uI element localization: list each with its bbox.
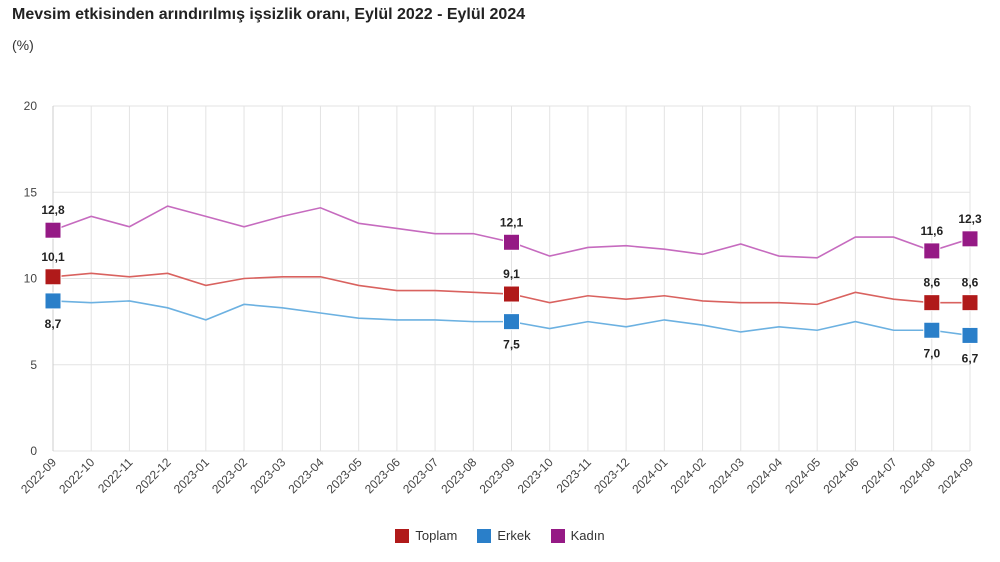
legend-item-erkek[interactable]: Erkek bbox=[477, 528, 531, 543]
x-tick-label: 2024-07 bbox=[859, 455, 900, 496]
x-tick-label: 2023-11 bbox=[554, 455, 595, 496]
x-tick-label: 2023-02 bbox=[209, 455, 250, 496]
x-tick-label: 2023-03 bbox=[247, 455, 288, 496]
x-tick-label: 2023-04 bbox=[286, 455, 327, 496]
x-tick-label: 2022-12 bbox=[133, 455, 174, 496]
data-point-marker bbox=[961, 294, 979, 312]
chart-title: Mevsim etkisinden arındırılmış işsizlik … bbox=[12, 6, 526, 23]
legend-swatch bbox=[395, 528, 410, 543]
data-label: 10,1 bbox=[41, 250, 65, 264]
data-point-marker bbox=[44, 292, 62, 310]
legend-label: Toplam bbox=[415, 528, 458, 543]
data-label: 7,0 bbox=[923, 346, 940, 360]
x-tick-label: 2023-08 bbox=[438, 455, 479, 496]
data-point-marker bbox=[503, 233, 520, 251]
data-point-marker bbox=[961, 230, 979, 248]
x-tick-label: 2023-09 bbox=[477, 455, 518, 496]
legend-label: Erkek bbox=[497, 528, 531, 543]
x-tick-label: 2024-03 bbox=[706, 455, 747, 496]
data-label: 7,5 bbox=[503, 338, 520, 352]
data-label: 8,7 bbox=[45, 317, 62, 331]
data-point-marker bbox=[923, 321, 941, 339]
legend-swatch bbox=[550, 528, 565, 543]
data-label: 12,3 bbox=[958, 212, 982, 226]
data-point-marker bbox=[923, 242, 941, 260]
x-tick-label: 2024-08 bbox=[897, 455, 938, 496]
x-tick-label: 2023-01 bbox=[171, 455, 212, 496]
x-tick-label: 2022-11 bbox=[95, 455, 136, 496]
legend-item-toplam[interactable]: Toplam bbox=[395, 528, 457, 543]
data-point-marker bbox=[961, 326, 979, 344]
data-point-marker bbox=[923, 294, 941, 312]
legend-item-kadin[interactable]: Kadın bbox=[550, 528, 605, 543]
data-point-marker bbox=[44, 221, 62, 239]
x-tick-label: 2023-06 bbox=[362, 455, 403, 496]
x-tick-label: 2023-07 bbox=[400, 455, 441, 496]
x-tick-label: 2024-09 bbox=[935, 455, 976, 496]
y-tick-label: 10 bbox=[24, 272, 38, 286]
data-point-marker bbox=[503, 285, 520, 303]
data-point-marker bbox=[503, 313, 520, 331]
x-tick-label: 2024-05 bbox=[782, 455, 823, 496]
y-tick-label: 15 bbox=[24, 185, 38, 199]
data-label: 12,1 bbox=[500, 215, 524, 229]
legend-label: Kadın bbox=[570, 528, 605, 543]
data-label: 8,6 bbox=[962, 276, 979, 290]
y-tick-label: 5 bbox=[30, 358, 37, 372]
legend: Toplam Erkek Kadın bbox=[0, 528, 1000, 543]
legend-swatch bbox=[477, 528, 492, 543]
data-point-marker bbox=[44, 268, 62, 286]
y-tick-label: 0 bbox=[30, 444, 37, 458]
y-axis-unit: (%) bbox=[12, 37, 34, 53]
y-tick-label: 20 bbox=[24, 99, 38, 113]
x-tick-label: 2023-12 bbox=[591, 455, 632, 496]
data-label: 6,7 bbox=[962, 351, 979, 365]
x-tick-label: 2024-01 bbox=[629, 455, 670, 496]
x-tick-label: 2022-09 bbox=[18, 455, 59, 496]
data-label: 11,6 bbox=[920, 224, 943, 238]
x-tick-label: 2024-06 bbox=[820, 455, 861, 496]
x-tick-label: 2024-04 bbox=[744, 455, 785, 496]
data-label: 12,8 bbox=[41, 203, 65, 217]
x-tick-label: 2023-05 bbox=[324, 455, 365, 496]
data-label: 8,6 bbox=[923, 276, 940, 290]
x-tick-label: 2023-10 bbox=[515, 455, 556, 496]
data-label: 9,1 bbox=[503, 267, 520, 281]
x-tick-label: 2024-02 bbox=[668, 455, 709, 496]
x-tick-label: 2022-10 bbox=[56, 455, 97, 496]
